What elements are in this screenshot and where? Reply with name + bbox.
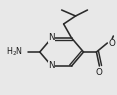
Text: N: N <box>48 34 55 42</box>
Text: H$_2$N: H$_2$N <box>6 46 23 58</box>
Text: N: N <box>48 61 55 70</box>
Text: O: O <box>108 38 115 48</box>
Text: O: O <box>96 68 103 77</box>
